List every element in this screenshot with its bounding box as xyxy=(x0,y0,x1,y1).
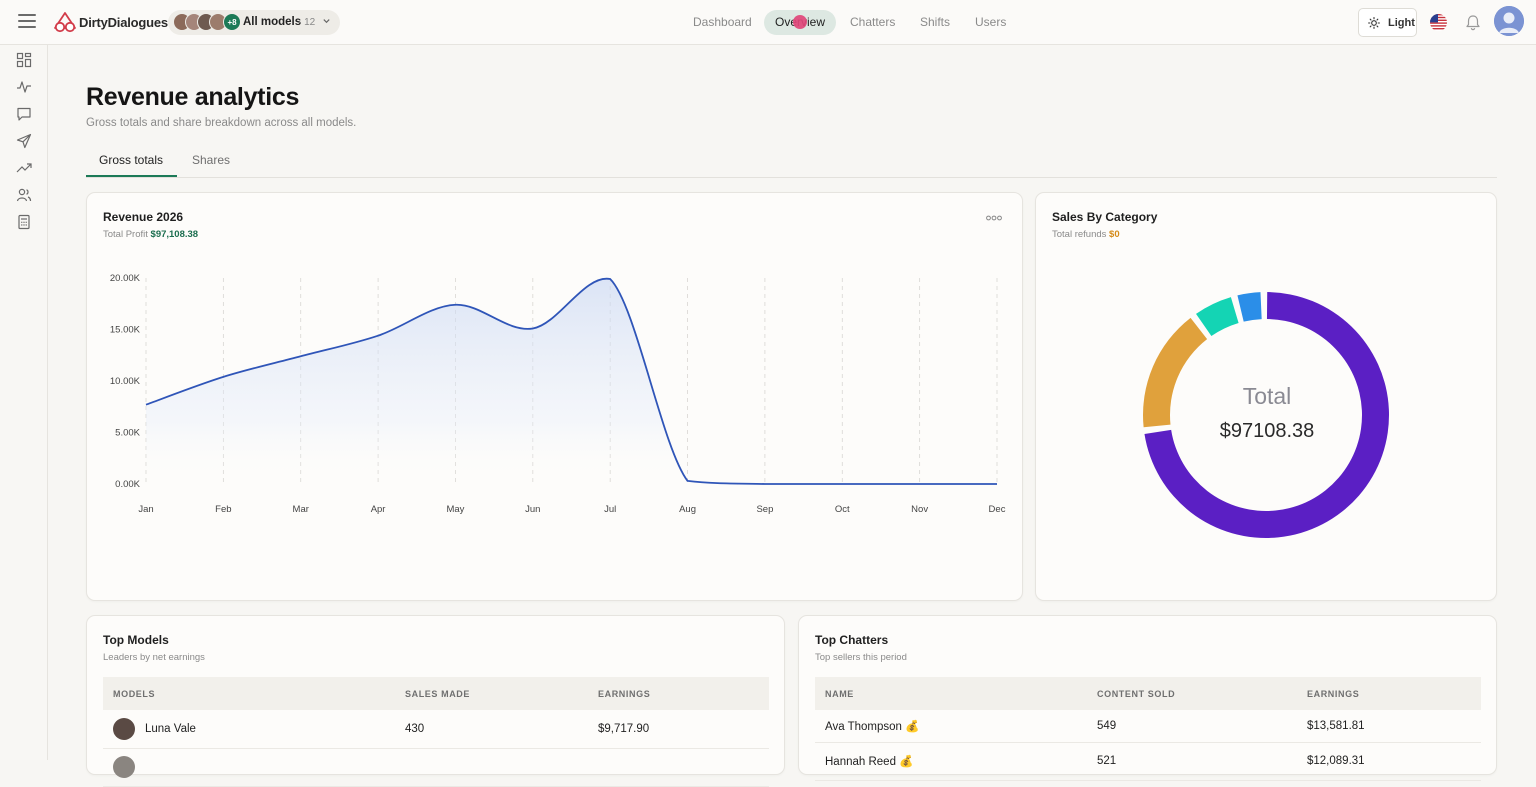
brand-name[interactable]: DirtyDialogues xyxy=(79,15,168,30)
brand-logo[interactable] xyxy=(53,11,77,33)
column-header[interactable]: NAME xyxy=(815,677,1087,710)
top-models-title: Top Models xyxy=(103,633,169,647)
message-icon[interactable] xyxy=(16,106,32,122)
model-filter-count: · 12 xyxy=(298,17,315,28)
tabs: Gross totals Shares xyxy=(86,146,1497,178)
top-models-table: MODELS SALES MADE EARNINGS Luna Vale 430… xyxy=(103,677,769,787)
content-sold: 549 xyxy=(1087,710,1297,742)
column-header[interactable]: CONTENT SOLD xyxy=(1087,677,1297,710)
model-cell: Luna Vale xyxy=(103,710,395,748)
donut-slice[interactable] xyxy=(1143,318,1207,427)
x-tick-label: Sep xyxy=(756,504,773,515)
x-tick-label: Aug xyxy=(679,504,696,515)
earnings: $12,089.31 xyxy=(1297,742,1481,780)
earnings: $9,717.90 xyxy=(588,710,769,748)
model-filter-dropdown[interactable]: +8 All models · 12 xyxy=(168,10,340,35)
page-subtitle: Gross totals and share breakdown across … xyxy=(86,117,356,129)
user-avatar[interactable] xyxy=(1494,6,1524,36)
bell-icon[interactable] xyxy=(1465,14,1481,31)
chatter-name: Hannah Reed 💰 xyxy=(815,742,1087,780)
users-icon[interactable] xyxy=(16,187,32,203)
top-chatters-table: NAME CONTENT SOLD EARNINGS Ava Thompson … xyxy=(815,677,1481,781)
x-tick-label: Jan xyxy=(138,504,153,515)
y-tick-label: 5.00K xyxy=(115,428,140,439)
theme-toggle-button[interactable]: Light xyxy=(1358,8,1417,37)
table-row[interactable] xyxy=(103,748,769,786)
chatter-name: Ava Thompson 💰 xyxy=(815,710,1087,742)
cursor-indicator xyxy=(793,15,807,29)
y-tick-label: 20.00K xyxy=(110,273,141,284)
calculator-icon[interactable] xyxy=(16,214,32,230)
revenue-chart-card: Revenue 2026 Total Profit $97,108.38 20.… xyxy=(86,192,1023,601)
tab-shares[interactable]: Shares xyxy=(192,153,230,167)
model-name: Luna Vale xyxy=(145,723,196,735)
active-tab-indicator xyxy=(86,175,177,177)
y-tick-label: 15.00K xyxy=(110,325,141,336)
nav-users[interactable]: Users xyxy=(964,10,1017,35)
sales-made: 430 xyxy=(395,710,588,748)
donut-slice[interactable] xyxy=(1237,292,1261,322)
x-tick-label: Oct xyxy=(835,504,850,515)
top-chatters-title: Top Chatters xyxy=(815,633,888,647)
model-cell xyxy=(103,748,395,786)
column-header[interactable]: EARNINGS xyxy=(1297,677,1481,710)
chevron-down-icon xyxy=(322,16,331,25)
revenue-chart: 20.00K 15.00K 10.00K 5.00K 0.00K Jan Feb Mar Apr… xyxy=(87,193,1024,602)
donut-center-value: $97108.38 xyxy=(1036,420,1498,443)
nav-dashboard[interactable]: Dashboard xyxy=(682,10,763,35)
avatar xyxy=(113,756,135,778)
tab-gross-totals[interactable]: Gross totals xyxy=(99,153,163,167)
x-tick-label: Dec xyxy=(989,504,1006,515)
column-header[interactable]: SALES MADE xyxy=(395,677,588,710)
column-header[interactable]: EARNINGS xyxy=(588,677,769,710)
table-row[interactable]: Ava Thompson 💰 549 $13,581.81 xyxy=(815,710,1481,742)
x-tick-label: Nov xyxy=(911,504,928,515)
top-chatters-subtitle: Top sellers this period xyxy=(815,652,907,663)
nav-shifts[interactable]: Shifts xyxy=(909,10,961,35)
sun-icon xyxy=(1368,17,1380,29)
y-tick-label: 0.00K xyxy=(115,479,140,490)
x-tick-label: Apr xyxy=(371,504,386,515)
top-chatters-card: Top Chatters Top sellers this period NAM… xyxy=(798,615,1497,775)
top-bar: DirtyDialogues +8 All models · 12 Dashbo… xyxy=(0,0,1536,45)
x-tick-label: Feb xyxy=(215,504,231,515)
table-row[interactable]: Hannah Reed 💰 521 $12,089.31 xyxy=(815,742,1481,780)
sales-by-category-card: Sales By Category Total refunds $0 Total… xyxy=(1035,192,1497,601)
model-filter-label: All models xyxy=(243,16,301,28)
earnings: $13,581.81 xyxy=(1297,710,1481,742)
column-header[interactable]: MODELS xyxy=(103,677,395,710)
top-models-subtitle: Leaders by net earnings xyxy=(103,652,205,663)
donut-center-label: Total xyxy=(1036,383,1498,410)
x-tick-label: May xyxy=(446,504,464,515)
sidebar xyxy=(0,45,48,760)
x-tick-label: Jul xyxy=(604,504,616,515)
table-row[interactable]: Luna Vale 430 $9,717.90 xyxy=(103,710,769,748)
menu-icon[interactable] xyxy=(18,14,36,30)
more-models-badge: +8 xyxy=(223,13,241,31)
avatar xyxy=(113,718,135,740)
send-icon[interactable] xyxy=(16,133,32,149)
dashboard-grid-icon[interactable] xyxy=(16,52,32,68)
theme-label: Light xyxy=(1388,17,1415,29)
donut-slice[interactable] xyxy=(1196,297,1239,336)
revenue-area xyxy=(146,279,997,484)
x-tick-label: Jun xyxy=(525,504,540,515)
activity-icon[interactable] xyxy=(16,79,32,95)
us-flag-icon[interactable] xyxy=(1430,14,1447,31)
trending-up-icon[interactable] xyxy=(16,160,32,176)
nav-chatters[interactable]: Chatters xyxy=(839,10,906,35)
page-title: Revenue analytics xyxy=(86,83,299,112)
top-models-card: Top Models Leaders by net earnings MODEL… xyxy=(86,615,785,775)
content-sold: 521 xyxy=(1087,742,1297,780)
y-tick-label: 10.00K xyxy=(110,376,141,387)
x-tick-label: Mar xyxy=(293,504,309,515)
